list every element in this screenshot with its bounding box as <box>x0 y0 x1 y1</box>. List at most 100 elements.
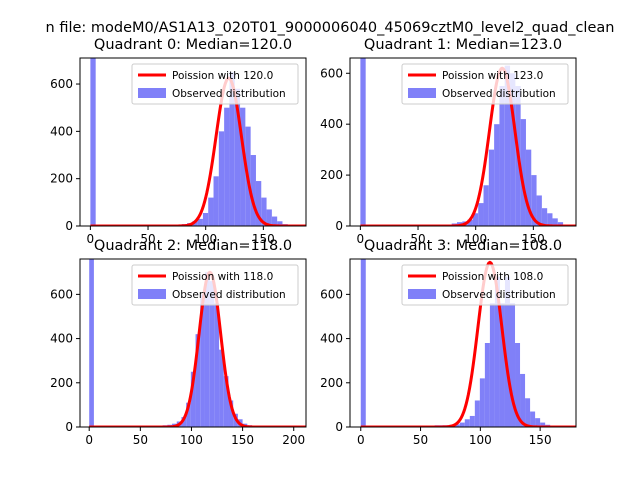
axes-frame <box>349 57 577 227</box>
legend-bar-swatch <box>408 289 436 299</box>
y-tick-label: 200 <box>50 376 73 390</box>
hist-bar <box>504 276 510 427</box>
hist-bar <box>202 212 209 226</box>
hist-bar <box>228 400 234 427</box>
x-tick-label: 0 <box>85 433 93 447</box>
hist-bar <box>547 213 553 226</box>
hist-bar <box>531 175 537 226</box>
y-tick-label: 200 <box>50 172 73 186</box>
hist-bar <box>484 343 490 427</box>
legend-label-poisson: Poission with 118.0 <box>172 271 273 283</box>
hist-bar <box>234 88 241 226</box>
hist-bar <box>494 276 500 427</box>
chart-title: Quadrant 0: Median=120.0 <box>94 37 292 53</box>
y-tick-label: 600 <box>50 77 73 91</box>
hist-bar <box>277 221 283 226</box>
hist-bar <box>213 176 219 226</box>
hist-bar <box>218 131 225 226</box>
chart-3: 0 50 100 150 0 200 400 600 Quadrant 3: Median=10… <box>320 238 577 447</box>
hist-bar <box>499 303 505 427</box>
x-tick-label: 100 <box>180 433 203 447</box>
y-tick-label: 200 <box>320 376 343 390</box>
spike-bar <box>360 58 366 226</box>
legend-bar-swatch <box>408 88 436 98</box>
hist-bar <box>525 398 531 427</box>
hist-bar <box>467 219 473 226</box>
hist-bar <box>197 218 203 226</box>
hist-bar <box>204 272 210 427</box>
y-tick-label: 400 <box>320 117 343 131</box>
chart-0: 0 50 100 150 0 200 400 600 Quadrant 0: Median=12… <box>50 37 307 246</box>
legend-bar-swatch <box>138 289 166 299</box>
figure-suptitle: n file: modeM0/AS1A13_020T01_9000006040_… <box>46 20 615 36</box>
hist-bar <box>478 203 484 226</box>
y-tick-label: 600 <box>50 287 73 301</box>
hist-bar <box>479 378 485 427</box>
x-tick-label: 100 <box>469 433 492 447</box>
chart-title: Quadrant 3: Median=108.0 <box>364 238 562 254</box>
hist-bar <box>520 373 526 427</box>
hist-bar <box>520 119 526 226</box>
y-tick-label: 600 <box>320 287 343 301</box>
poisson-curve <box>360 66 576 226</box>
hist-bar <box>271 216 278 226</box>
poisson-curve <box>88 270 306 427</box>
hist-bar <box>454 424 460 427</box>
hist-bar <box>510 73 516 226</box>
legend-label-observed: Observed distribution <box>442 289 556 301</box>
hist-bar <box>266 209 272 226</box>
hist-bar <box>214 303 220 427</box>
hist-bar <box>472 213 479 226</box>
hist-bar <box>483 185 489 226</box>
x-tick-label: 100 <box>194 232 217 246</box>
spike-bar <box>360 259 366 427</box>
x-tick-label: 0 <box>357 433 365 447</box>
legend-bar-swatch <box>138 88 166 98</box>
hist-bar <box>190 371 196 427</box>
hist-bar <box>535 418 541 427</box>
y-tick-label: 200 <box>320 168 343 182</box>
hist-bar <box>536 195 542 226</box>
hist-bar <box>240 107 246 226</box>
x-tick-label: 150 <box>231 433 254 447</box>
y-tick-label: 400 <box>50 332 73 346</box>
hist-bar <box>261 197 267 226</box>
hist-bar <box>530 411 536 427</box>
legend-label-poisson: Poission with 123.0 <box>442 70 543 82</box>
hist-bar <box>488 149 495 226</box>
legend-label-observed: Observed distribution <box>172 88 286 100</box>
y-tick-label: 0 <box>65 420 73 434</box>
legend-box <box>131 63 299 105</box>
hist-bar <box>200 294 205 427</box>
hist-bar <box>229 72 235 226</box>
chart-2: 0 50 100 150 200 0 200 400 600 Quadrant 2: Median… <box>50 238 307 447</box>
y-tick-label: 0 <box>335 219 343 233</box>
hist-bar <box>541 208 548 226</box>
x-tick-label: 50 <box>413 433 428 447</box>
legend-label-observed: Observed distribution <box>172 289 286 301</box>
x-tick-label: 50 <box>410 232 425 246</box>
hist-bar <box>557 222 564 226</box>
y-tick-label: 400 <box>50 124 73 138</box>
hist-bar <box>474 400 480 427</box>
hist-bar <box>255 181 262 226</box>
x-tick-label: 50 <box>133 433 148 447</box>
x-tick-label: 0 <box>357 232 365 246</box>
hist-bar <box>494 124 500 226</box>
y-tick-label: 0 <box>65 219 73 233</box>
axes-frame <box>79 258 307 428</box>
legend-box <box>401 63 569 105</box>
chart-title: Quadrant 1: Median=123.0 <box>364 37 562 53</box>
hist-bar <box>186 402 191 427</box>
x-tick-label: 200 <box>282 433 305 447</box>
y-tick-label: 600 <box>320 66 343 80</box>
hist-bar <box>540 422 546 427</box>
hist-bar <box>499 86 505 226</box>
hist-bar <box>552 218 558 226</box>
legend: Poission with 120.0 Observed distribution <box>131 63 299 105</box>
axes-frame <box>79 57 307 227</box>
legend: Poission with 108.0 Observed distribution <box>401 264 569 306</box>
hist-bar <box>525 149 532 226</box>
legend: Poission with 123.0 Observed distribution <box>401 63 569 105</box>
